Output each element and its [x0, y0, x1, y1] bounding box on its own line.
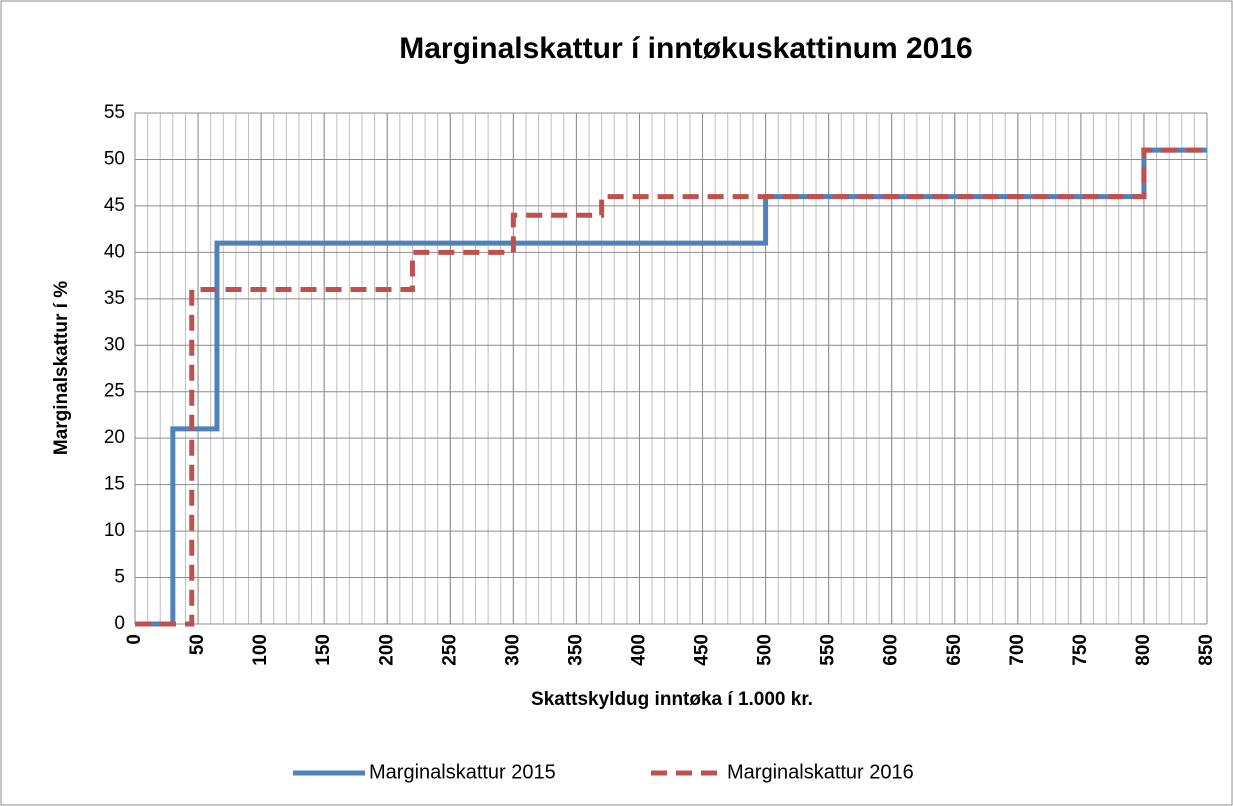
y-tick-label: 40	[104, 241, 125, 262]
x-tick-label: 200	[376, 634, 397, 666]
series-line	[135, 147, 1207, 627]
x-tick-label: 400	[628, 634, 649, 666]
legend-label: Marginalskattur 2015	[369, 761, 556, 783]
y-tick-label: 55	[104, 102, 125, 123]
legend-label: Marginalskattur 2016	[727, 761, 914, 783]
x-tick-label: 450	[692, 634, 713, 666]
y-axis-label: Marginalskattur í %	[51, 281, 72, 455]
x-axis-label: Skattskyldug inntøka í 1.000 kr.	[531, 689, 813, 710]
y-tick-label: 10	[104, 520, 125, 541]
x-tick-label: 600	[881, 634, 902, 666]
x-tick-label: 500	[755, 634, 776, 666]
x-tick-label: 750	[1070, 634, 1091, 666]
x-tick-label: 100	[250, 634, 271, 666]
y-tick-label: 50	[104, 148, 125, 169]
y-tick-label: 45	[104, 195, 125, 216]
x-tick-label: 0	[124, 634, 145, 645]
x-tick-label: 550	[818, 634, 839, 666]
x-tick-label: 50	[187, 634, 208, 655]
x-tick-label: 800	[1133, 634, 1154, 666]
y-tick-label: 35	[104, 288, 125, 309]
y-tick-label: 30	[104, 334, 125, 355]
x-tick-label: 650	[944, 634, 965, 666]
x-tick-label: 850	[1196, 634, 1217, 666]
chart-title: Marginalskattur í inntøkuskattinum 2016	[399, 32, 972, 65]
x-tick-label: 300	[502, 634, 523, 666]
y-tick-label: 0	[114, 613, 125, 634]
y-tick-label: 15	[104, 474, 125, 495]
y-tick-label: 20	[104, 427, 125, 448]
y-tick-label: 5	[114, 567, 125, 588]
x-tick-label: 150	[313, 634, 334, 666]
x-tick-label: 700	[1007, 634, 1028, 666]
x-tick-label: 250	[439, 634, 460, 666]
y-tick-label: 25	[104, 381, 125, 402]
x-tick-label: 350	[565, 634, 586, 666]
